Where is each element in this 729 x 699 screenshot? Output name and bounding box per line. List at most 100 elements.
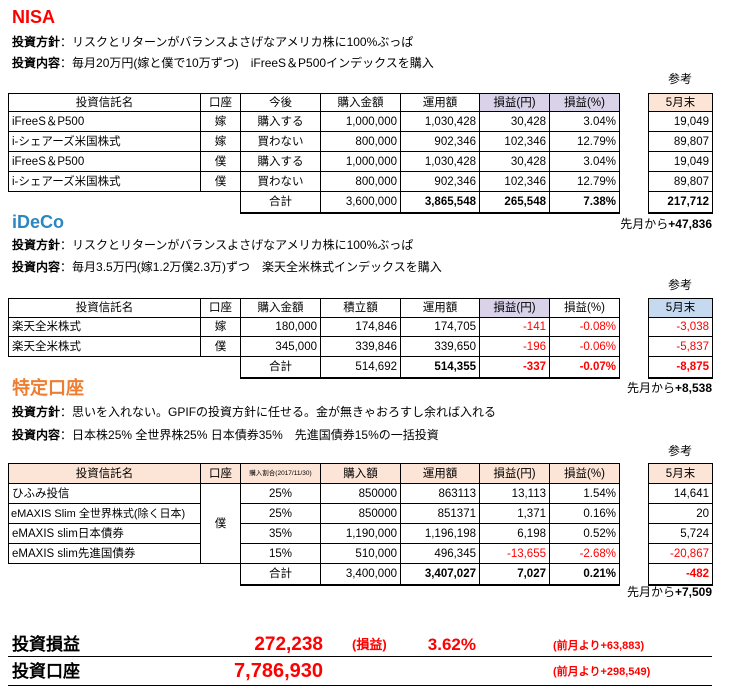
ideco-policy: 投資方針：リスクとリターンがバランスよさげなアメリカ株に100%ぶっぱ [12,237,413,253]
purchase: 800,000 [320,131,401,152]
header-purchase: 購入金額 [320,93,401,112]
table-row: eMAXIS slim先進国債券 15% 510,000 496,345 -13… [8,543,620,564]
header-pl-pct: 損益(%) [549,463,620,484]
total-row: 合計 3,600,000 3,865,548 265,548 7.38% [8,191,620,214]
month-end: 89,807 [648,171,713,192]
summary-divider [8,685,712,686]
month-end: -20,867 [648,543,713,564]
pl-pct: -2.68% [549,543,620,564]
table-header-row: 投資信託名 口座 購入割合(2017/11/30) 購入額 運用額 損益(円) … [8,463,620,484]
total-pl-pct: -0.07% [549,356,620,379]
account: 嫁 [200,317,241,337]
nisa-reference-label: 参考 [667,72,692,86]
plan: 購入する [240,111,321,132]
purchase: 850000 [320,483,401,504]
table-row: 楽天全米株式 嫁 180,000 174,846 174,705 -141 -0… [8,317,620,337]
pl-pct: 3.04% [549,111,620,132]
header-purchase: 購入金額 [240,298,321,318]
pl-pct: -0.06% [549,336,620,357]
account: 僕 [200,171,241,192]
blank-cell [8,191,241,213]
pl-yen: 102,346 [479,171,550,192]
nisa-table: 投資信託名 口座 今後 購入金額 運用額 損益(円) 損益(%) iFreeS＆… [8,93,620,214]
fund-name: eMAXIS slim日本債券 [8,523,201,544]
fund-name: 楽天全米株式 [8,317,201,337]
month-end: -5,837 [648,336,713,357]
total-purchase: 3,400,000 [320,563,401,586]
nisa-change: 先月から+47,836 [620,216,712,232]
change-value: +47,836 [668,217,712,231]
fund-name: 楽天全米株式 [8,336,201,357]
header-fund-name: 投資信託名 [8,298,201,318]
pl-yen: -13,655 [479,543,550,564]
table-header-row: 投資信託名 口座 今後 購入金額 運用額 損益(円) 損益(%) [8,93,620,112]
total-month-end: 217,712 [648,191,713,214]
pl-yen: 30,428 [479,111,550,132]
header-ratio: 購入割合(2017/11/30) [240,463,321,484]
total-pl-yen: 265,548 [479,191,550,214]
month-end: 5,724 [648,523,713,544]
ideco-content: 投資内容：毎月3.5万円(嫁1.2万僕2.3万)ずつ 楽天全米株式インデックスを… [12,259,442,275]
ratio: 25% [240,503,321,524]
plan: 買わない [240,171,321,192]
tokutei-table: 投資信託名 口座 購入割合(2017/11/30) 購入額 運用額 損益(円) … [8,463,620,586]
policy-label: 投資方針 [12,238,61,252]
header-value: 運用額 [400,93,480,112]
ratio: 35% [240,523,321,544]
header-accumulated: 積立額 [320,298,401,318]
total-row: 合計 514,692 514,355 -337 -0.07% [8,356,620,379]
account: 僕 [200,336,241,357]
content-label: 投資内容 [12,260,61,274]
pl-yen: 1,371 [479,503,550,524]
month-end: 20 [648,503,713,524]
summary-account-label: 投資口座 [12,662,80,681]
value: 863113 [400,483,480,504]
nisa-title: NISA [12,7,56,27]
tokutei-month-end-table: 5月末 14,641 20 5,724 -20,867 -482 [648,463,713,586]
pl-pct: -0.08% [549,317,620,337]
purchase: 1,000,000 [320,111,401,132]
total-label: 合計 [240,563,321,586]
total-label: 合計 [240,356,321,379]
table-row: iFreeS＆P500 僕 購入する 1,000,000 1,030,428 3… [8,151,620,172]
change-label: 先月から [620,217,669,231]
ideco-table: 投資信託名 口座 購入金額 積立額 運用額 損益(円) 損益(%) 楽天全米株式… [8,298,620,379]
header-month-end: 5月末 [648,298,713,318]
summary-pl-change: (前月より+63,883) [553,640,645,652]
fund-name: i-シェアーズ米国株式 [8,171,201,192]
content-text: ：毎月3.5万円(嫁1.2万僕2.3万)ずつ 楽天全米株式インデックスを購入 [60,260,442,274]
value: 902,346 [400,131,480,152]
summary-pl-paren-label: (損益) [352,637,387,652]
pl-yen: 102,346 [479,131,550,152]
header-fund-name: 投資信託名 [8,463,201,484]
total-label: 合計 [240,191,321,214]
fund-name: eMAXIS Slim 全世界株式(除く日本) [8,503,201,524]
total-accumulated: 514,692 [320,356,401,379]
account: 嫁 [200,111,241,132]
value: 851371 [400,503,480,524]
total-value: 3,407,027 [400,563,480,586]
purchase: 800,000 [320,171,401,192]
purchase: 1,190,000 [320,523,401,544]
table-row: eMAXIS Slim 全世界株式(除く日本) 25% 850000 85137… [8,503,620,524]
accumulated: 174,846 [320,317,401,337]
fund-name: iFreeS＆P500 [8,111,201,132]
header-pl-yen: 損益(円) [479,93,550,112]
pl-pct: 12.79% [549,171,620,192]
total-month-end: -8,875 [648,356,713,379]
ratio: 25% [240,483,321,504]
summary-account-amount: 7,786,930 [234,660,323,682]
pl-yen: 13,113 [479,483,550,504]
ratio: 15% [240,543,321,564]
pl-pct: 1.54% [549,483,620,504]
account: 僕 [200,483,241,564]
total-purchase: 3,600,000 [320,191,401,214]
total-row: 合計 3,400,000 3,407,027 7,027 0.21% [8,563,620,586]
header-purchase: 購入額 [320,463,401,484]
ideco-reference-label: 参考 [667,278,692,292]
value: 174,705 [400,317,480,337]
purchase: 850000 [320,503,401,524]
plan: 買わない [240,131,321,152]
value: 902,346 [400,171,480,192]
header-value: 運用額 [400,298,480,318]
